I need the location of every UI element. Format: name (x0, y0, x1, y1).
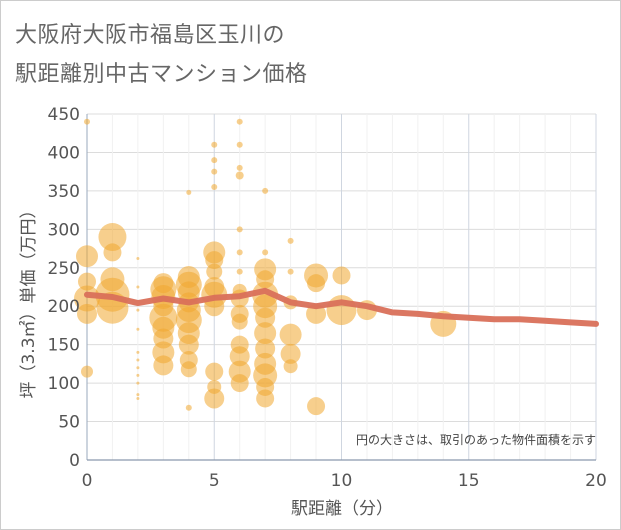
bubble-point (136, 327, 140, 331)
y-tick-label: 50 (58, 413, 80, 433)
bubble-point (84, 118, 90, 125)
bubble-point (205, 251, 224, 270)
bubble-point (255, 307, 276, 328)
bubble-point (211, 184, 218, 191)
y-axis-title: 坪（3.3㎡）単価（万円） (19, 201, 39, 398)
axes: 0 50 100 150 200 250 300 350 400 450 0 5 10 15 20 (48, 105, 607, 491)
bubble-point (206, 263, 223, 280)
y-tick-label: 400 (48, 143, 80, 163)
bubble-point (306, 303, 327, 324)
bubble-point (262, 187, 269, 194)
x-tick-label: 20 (585, 471, 607, 491)
y-tick-label: 200 (48, 297, 80, 317)
bubble-point (185, 404, 192, 411)
bubble-point (136, 358, 140, 362)
bubble-point (236, 118, 243, 125)
y-tick-label: 150 (48, 336, 80, 356)
bubble-point (254, 322, 277, 345)
bubble-point (136, 393, 140, 397)
y-tick-label: 450 (48, 105, 80, 125)
bubble-point (136, 350, 140, 354)
x-tick-label: 0 (82, 471, 93, 491)
bubble-point (180, 361, 197, 378)
bubble-point (307, 274, 326, 293)
bubble-point (136, 285, 140, 289)
bubble-point (332, 266, 351, 285)
bubble-point (136, 366, 140, 370)
bubble-point (279, 323, 302, 346)
y-tick-label: 100 (48, 374, 80, 394)
bubble-point (236, 141, 243, 148)
bubble-point (153, 355, 174, 376)
bubble-point (204, 388, 225, 409)
bubble-point (287, 237, 294, 244)
bubble-point (262, 249, 269, 256)
bubble-point (81, 365, 93, 378)
x-tick-label: 10 (331, 471, 353, 491)
bubble-point (186, 189, 192, 195)
bubble-point (78, 272, 96, 291)
bubble-point (77, 303, 97, 324)
bubble-point (255, 338, 276, 359)
x-tick-label: 15 (458, 471, 480, 491)
bubble-point (287, 268, 294, 275)
bubble-point (98, 223, 127, 252)
bubble-point (136, 257, 140, 261)
y-tick-label: 350 (48, 182, 80, 202)
bubble-point (236, 249, 243, 256)
bubble-point (211, 141, 218, 148)
chart-title-line2: 駅距離別中古マンション価格 (15, 62, 308, 87)
y-tick-label: 0 (69, 451, 80, 471)
bubble-point (136, 308, 140, 312)
bubble-point (136, 381, 140, 385)
x-tick-label: 5 (209, 471, 220, 491)
bubble-point (236, 164, 243, 171)
bubble-point (211, 157, 218, 164)
bubble-point (230, 374, 249, 393)
bubble-point (235, 171, 244, 180)
bubble-point (205, 362, 224, 381)
size-annotation: 円の大きさは、取引のあった物件面積を示す (356, 432, 596, 447)
bubble-point (136, 373, 140, 377)
trend-line (84, 287, 599, 327)
bubble-point (178, 334, 199, 355)
bubble-point (283, 359, 298, 374)
bubble-point (211, 168, 218, 175)
bubble-point (231, 313, 248, 330)
bubble-point (74, 285, 100, 312)
bubble-point (103, 243, 122, 262)
bubble-point (136, 396, 140, 400)
bubble-point (76, 245, 98, 268)
chart-title-line1: 大阪府大阪市福島区玉川の (15, 23, 286, 48)
bubble-point (236, 268, 243, 275)
bubble-point (307, 397, 326, 416)
bubble-point (236, 226, 243, 233)
bubble-point (280, 343, 301, 364)
bubble-point (229, 346, 250, 367)
x-axis-title: 駅距離（分） (291, 499, 393, 519)
bubble-point (256, 389, 275, 408)
y-tick-label: 250 (48, 259, 80, 279)
y-tick-label: 300 (48, 220, 80, 240)
